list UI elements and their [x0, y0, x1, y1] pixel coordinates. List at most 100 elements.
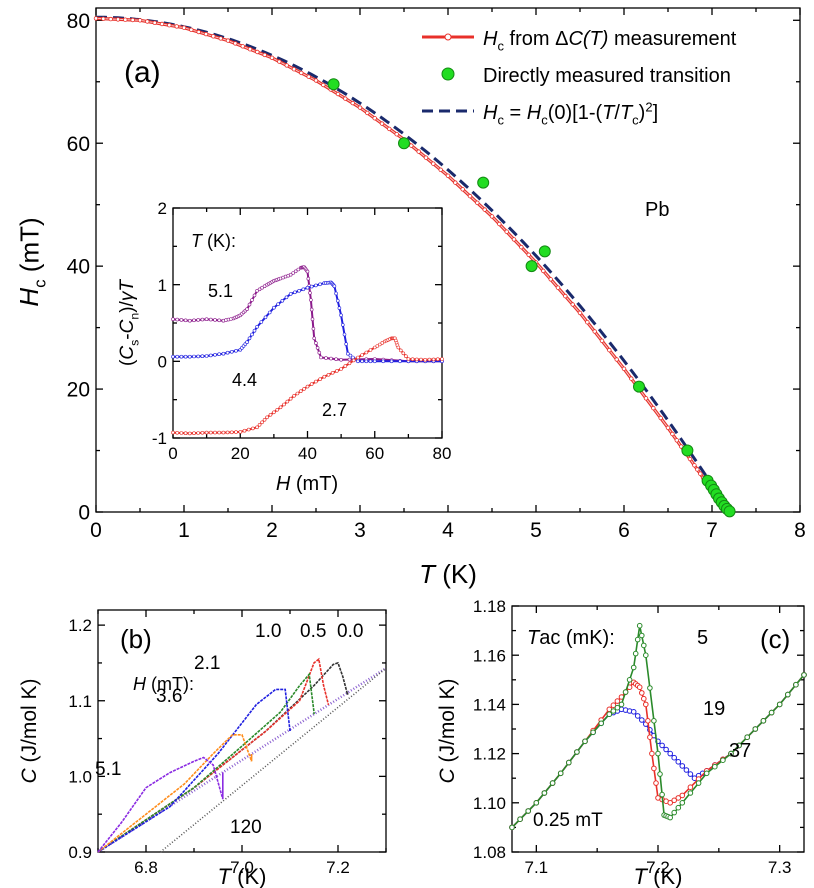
- panel-a-xtick-label: 8: [794, 519, 806, 542]
- inset-curve-4p4-marker: [179, 354, 184, 359]
- inset-curve-5p1-marker: [309, 307, 314, 312]
- inset-curve-2p7-marker: [343, 364, 348, 368]
- inset-curve-5p1-marker: [310, 317, 315, 322]
- panel-c-curve-37-marker: [687, 771, 694, 777]
- panel-c-curve-37-marker: [679, 763, 686, 769]
- inset-curve-2p7-marker: [314, 379, 318, 384]
- inset-curve-2p7-marker: [262, 417, 267, 422]
- inset-curve-4p4-marker: [360, 359, 364, 364]
- inset-curve-2p7-marker: [396, 345, 401, 350]
- inset-curve-2p7-marker: [179, 431, 184, 435]
- hc-measured-marker: [394, 131, 399, 137]
- hc-measured-marker: [670, 431, 675, 437]
- panel-b-curve-label: 2.1: [194, 653, 220, 674]
- panel-b-curve-120: [159, 667, 387, 853]
- hc-measured-marker: [357, 105, 363, 110]
- panel-b-xtick-label: 7.2: [326, 858, 350, 877]
- panel-c-curve-5-marker: [517, 816, 523, 823]
- inset-curve-5p1-marker: [293, 269, 298, 274]
- inset-curve-4p4-marker: [318, 282, 322, 287]
- panel-c-curve-5-marker: [801, 672, 807, 678]
- hc-measured-marker: [416, 149, 421, 154]
- panel-b-curve-label: 0.0: [337, 621, 363, 642]
- panel-c-curve-37-marker: [630, 709, 637, 715]
- panel-c-curve-5-marker: [695, 780, 702, 786]
- inset-curve-4p4-marker: [252, 328, 257, 333]
- panel-c-curve-5-marker: [549, 780, 556, 786]
- inset-curve-4p4-marker: [356, 359, 360, 364]
- inset-curve-4p4-marker: [209, 353, 213, 358]
- inset-curve-4p4-marker: [381, 359, 386, 364]
- inset-curve-2p7-marker: [260, 420, 264, 425]
- panel-c-ytick-label: 1.12: [473, 745, 506, 764]
- inset-curve-2p7-marker: [200, 430, 205, 435]
- inset-curve-2p7-marker: [322, 374, 327, 379]
- panel-c-curve-5-marker: [614, 704, 621, 711]
- inset-curve-4p4-marker: [280, 298, 285, 303]
- hc-measured-marker: [115, 17, 121, 22]
- inset-ytick-label: 0: [158, 352, 167, 371]
- panel-c-curve-37-marker: [659, 742, 665, 749]
- inset-curve-2p7-marker: [351, 358, 356, 363]
- inset-curve-4p4-marker: [267, 310, 272, 315]
- inset-curve-4p4-marker: [204, 354, 209, 358]
- hc-measured-marker: [240, 44, 245, 49]
- inset-curve-2p7-marker: [414, 357, 419, 362]
- hc-measured-marker: [592, 329, 597, 334]
- panel-c-curve-19-marker: [614, 698, 621, 704]
- inset-curve-5p1-marker: [339, 357, 343, 362]
- hc-measured-marker: [123, 17, 128, 22]
- inset-curve-4p4-marker: [255, 324, 259, 329]
- hc-measured-marker: [497, 221, 502, 227]
- hc-measured-marker: [211, 34, 216, 39]
- hc-measured-marker: [658, 415, 663, 421]
- hc-measured-marker: [607, 347, 612, 353]
- inset-background: [173, 208, 442, 438]
- panel-c-curve-19-marker: [653, 780, 659, 786]
- hc-measured-marker: [489, 214, 495, 219]
- inset-curve-4p4-marker: [259, 320, 264, 324]
- panel-c-curve-5-marker: [641, 642, 647, 649]
- hc-measured-marker: [269, 55, 275, 60]
- inset-curve-2p7-marker: [246, 427, 251, 432]
- panel-b-xlabel: T (K): [218, 864, 267, 888]
- panel-c-curve-37-marker: [675, 759, 682, 765]
- panel-c-curve-5-marker: [752, 726, 759, 732]
- inset-curve-2p7-marker: [257, 422, 262, 427]
- panel-c-curve-5-marker: [632, 650, 639, 657]
- inset-curve-2p7-marker: [347, 361, 352, 366]
- inset-curve-2p7-marker: [221, 430, 226, 435]
- hc-measured-marker: [196, 29, 201, 35]
- panel-c-curve-37-marker: [663, 746, 669, 753]
- inset-curve-2p7-marker: [285, 399, 290, 404]
- inset-curve-4p4-marker: [364, 359, 369, 364]
- panel-c-curve-5-marker: [582, 738, 588, 745]
- inset-curve-5p1-marker: [309, 298, 313, 302]
- panel-b-ytick-label: 1.1: [68, 692, 92, 711]
- hc-measured-marker: [255, 49, 260, 55]
- panel-c-curve-19-marker: [643, 701, 649, 708]
- inset-xtick-label: 0: [168, 444, 177, 463]
- inset-curve-5p1-marker: [288, 272, 293, 277]
- hc-measured-marker: [651, 405, 656, 411]
- inset-curve-5p1-marker: [209, 317, 213, 322]
- inset-curve-label: 5.1: [208, 281, 233, 301]
- panel-c-curve-37-marker: [634, 713, 641, 719]
- inset-curve-2p7-marker: [234, 430, 238, 434]
- hc-parabolic-fit-line: [96, 15, 731, 513]
- inset-curve-4p4-marker: [196, 354, 200, 359]
- hc-measured-marker: [233, 41, 238, 46]
- panel-b-ytick-label: 1.0: [68, 767, 92, 786]
- panel-b-curve-label: 120: [230, 817, 262, 838]
- panel-c-xlabel: T (K): [634, 864, 683, 888]
- inset-curve-2p7-marker: [238, 430, 243, 434]
- inset-curve-2p7-marker: [209, 430, 213, 435]
- hc-measured-marker: [585, 320, 590, 325]
- inset-curve-2p7-marker: [419, 357, 423, 362]
- inset-xlabel: H (mT): [276, 473, 338, 495]
- panel-c-curve-5-marker: [566, 759, 572, 766]
- panel-a-xtick-label: 3: [354, 519, 366, 542]
- inset-curve-4p4-marker: [339, 313, 343, 318]
- panel-c-curve-5-marker: [636, 622, 643, 629]
- hc-measured-marker: [687, 456, 693, 462]
